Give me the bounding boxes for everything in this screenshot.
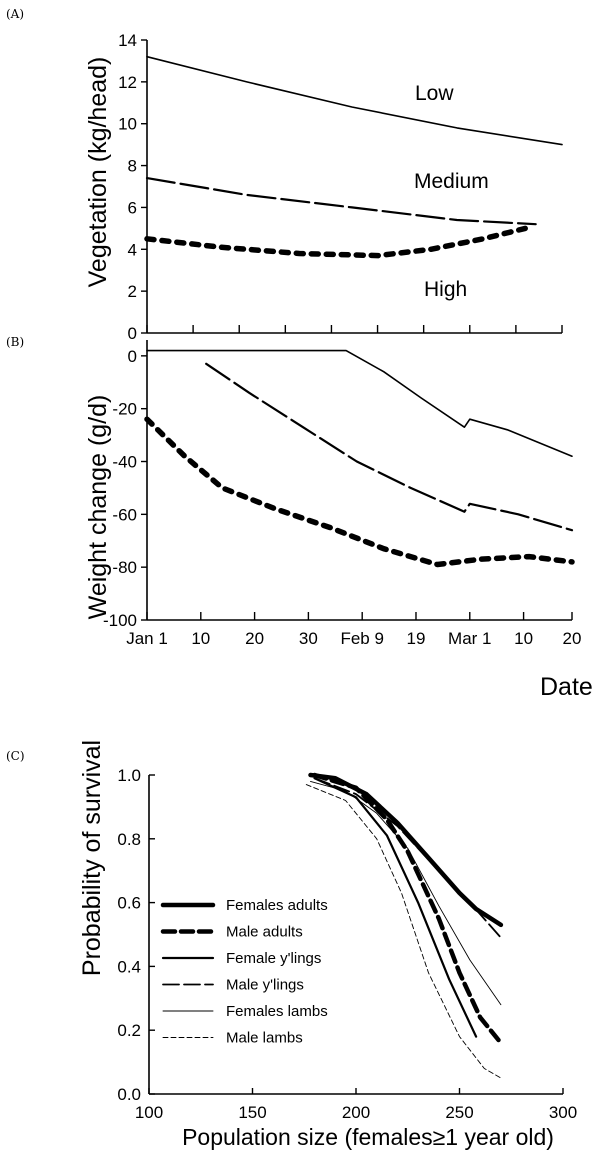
- panel-b-xtick-label: Mar 1: [448, 629, 491, 648]
- panel-b-xtick-label: 10: [514, 629, 533, 648]
- panel-a-series-1-line: [146, 55, 563, 146]
- panel-c: (C) Probability of survival 0.0 0.2 0.4 0.6…: [6, 740, 577, 1150]
- panel-b-ytick-label: 0: [128, 347, 137, 366]
- panel-a-ylabel: Vegetation (kg/head): [84, 57, 112, 288]
- panel-a-ytick-label: 10: [118, 115, 137, 134]
- panel-a: (A) Vegetation (kg/head) 0 2 4 6 8 10 12 14 Low…: [6, 7, 563, 343]
- panel-b-series-1-line: [146, 349, 573, 458]
- annotation-high: High: [424, 278, 467, 301]
- panel-c-legend-label-2: Male adults: [226, 924, 303, 941]
- panel-c-xtick-label: 200: [342, 1103, 370, 1122]
- panel-c-ytick-label: 0.8: [117, 830, 141, 849]
- panel-b-xlabel: Date: [540, 673, 593, 701]
- panel-b: (B) Weight change (g/d) -100 -80 -60 -40 -20…: [6, 335, 593, 701]
- panel-a-ytick-label: 6: [128, 198, 137, 217]
- panel-b-ytick-label: -100: [103, 611, 137, 630]
- panel-b-xtick-label: Jan 1: [126, 629, 168, 648]
- panel-b-ytick-label: -60: [112, 505, 137, 524]
- panel-c-axes: 0.0 0.2 0.4 0.6 0.8 1.0 100 150 200 250 300: [117, 766, 577, 1122]
- annotation-medium: Medium: [414, 170, 489, 193]
- panel-c-legend-label-1: Females adults: [226, 897, 328, 914]
- panel-c-legend-label-3: Female y'lings: [226, 950, 321, 967]
- panel-c-ytick-label: 0.6: [117, 894, 141, 913]
- panel-c-ytick-label: 0.2: [117, 1021, 141, 1040]
- panel-b-ytick-label: -80: [112, 558, 137, 577]
- panel-a-ytick-label: 4: [128, 240, 137, 259]
- panel-a-ytick-label: 8: [128, 157, 137, 176]
- panel-c-ytick-label: 0.0: [117, 1085, 141, 1104]
- panel-c-legend-label-5: Females lambs: [226, 1003, 328, 1020]
- panel-a-lines: [144, 55, 563, 259]
- panel-b-label: (B): [6, 335, 24, 349]
- panel-c-lines: [305, 772, 504, 1079]
- panel-b-axes: -100 -80 -60 -40 -20 0 Jan 1 10 20 30 Feb 9 19 Mar 1…: [103, 340, 581, 648]
- panel-c-legend: Females adults Male adults Female y'lings M…: [160, 897, 328, 1047]
- panel-b-xtick-label: 30: [299, 629, 318, 648]
- panel-c-series-2-line: [312, 772, 504, 1046]
- panel-a-ytick-label: 2: [128, 282, 137, 301]
- panel-c-label: (C): [6, 749, 25, 763]
- panel-c-ylabel: Probability of survival: [78, 740, 106, 976]
- panel-c-series-6-line: [305, 784, 502, 1079]
- panel-a-ytick-label: 12: [118, 73, 137, 92]
- panel-b-series-3-line: [144, 416, 575, 568]
- panel-a-axes: 0 2 4 6 8 10 12 14: [118, 31, 563, 343]
- panel-a-series-3-line: [144, 225, 528, 259]
- panel-b-xtick-label: 19: [407, 629, 426, 648]
- panel-c-xlabel: Population size (females≥1 year old): [182, 1124, 554, 1150]
- panel-b-xtick-label: Feb 9: [340, 629, 383, 648]
- panel-a-label: (A): [6, 7, 24, 21]
- panel-c-xtick-label: 250: [445, 1103, 473, 1122]
- panel-b-series-2-line: [205, 362, 574, 532]
- panel-c-legend-label-4: Male y'lings: [226, 977, 304, 994]
- panel-b-xtick-label: 10: [191, 629, 210, 648]
- panel-c-ytick-label: 1.0: [117, 766, 141, 785]
- panel-c-legend-label-6: Male lambs: [226, 1030, 303, 1047]
- panel-b-xtick-label: 20: [563, 629, 582, 648]
- panel-a-ytick-label: 0: [128, 324, 137, 343]
- panel-b-ytick-label: -20: [112, 400, 137, 419]
- panel-c-series-4-line: [313, 777, 502, 939]
- panel-c-xtick-label: 300: [549, 1103, 577, 1122]
- panel-c-xtick-label: 100: [135, 1103, 163, 1122]
- annotation-low: Low: [415, 82, 454, 105]
- panel-c-series-5-line: [310, 780, 502, 1006]
- panel-b-xtick-label: 20: [245, 629, 264, 648]
- panel-b-lines: [144, 349, 575, 568]
- panel-b-ylabel: Weight change (g/d): [84, 395, 112, 620]
- panel-c-series-3-line: [313, 777, 478, 1038]
- panel-a-series-2-line: [145, 177, 537, 226]
- panel-c-xtick-label: 150: [238, 1103, 266, 1122]
- panel-c-ytick-label: 0.4: [117, 957, 141, 976]
- panel-a-ytick-label: 14: [118, 31, 137, 50]
- panel-b-ytick-label: -40: [112, 453, 137, 472]
